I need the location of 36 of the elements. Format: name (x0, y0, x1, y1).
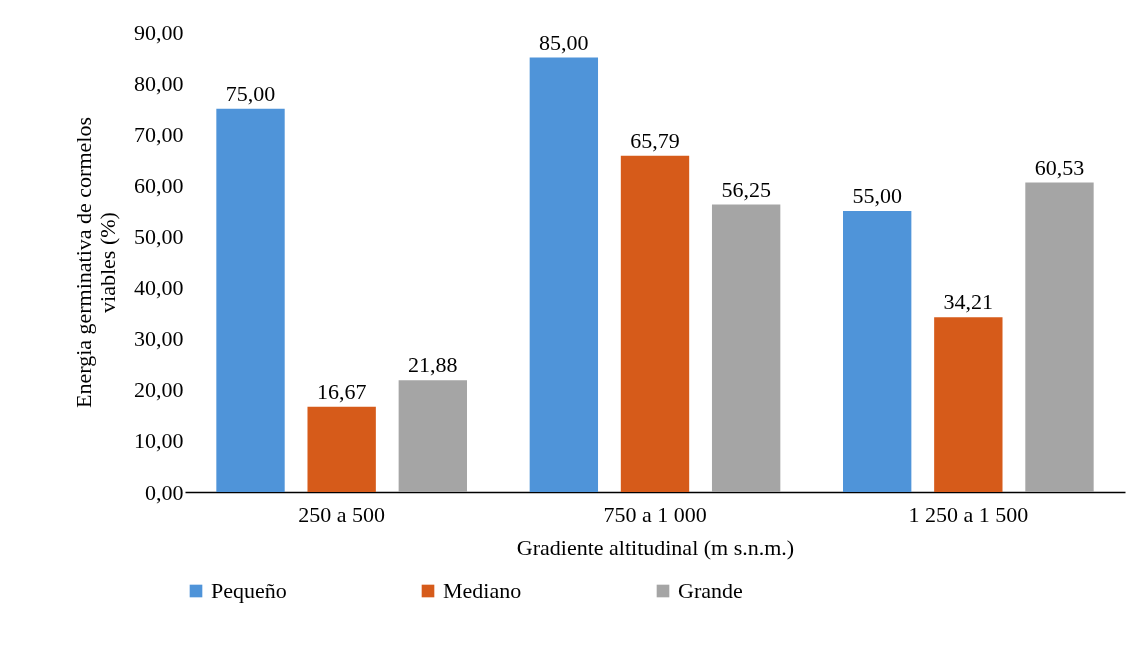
data-label: 55,00 (852, 182, 902, 208)
x-tick-label: 750 a 1 000 (603, 501, 707, 527)
y-tick-label: 60,00 (134, 172, 184, 198)
y-tick-label: 70,00 (134, 121, 184, 147)
bar (216, 108, 285, 492)
x-tick-label: 250 a 500 (298, 501, 386, 527)
data-label: 16,67 (316, 378, 367, 404)
data-label: 65,79 (630, 127, 680, 153)
bar (620, 155, 690, 492)
data-label: 56,25 (721, 176, 771, 202)
data-label: 34,21 (943, 289, 994, 315)
x-tick-label: 1 250 a 1 500 (908, 501, 1029, 527)
y-tick-label: 20,00 (134, 377, 184, 403)
y-tick-label: 80,00 (134, 70, 184, 96)
y-tick-label: 10,00 (134, 428, 184, 454)
y-tick-label: 90,00 (134, 19, 184, 45)
legend-label: Mediano (443, 578, 522, 603)
x-axis-title: Gradiente altitudinal (m s.n.m.) (516, 534, 795, 560)
data-label: 21,88 (408, 352, 458, 378)
data-label: 60,53 (1034, 154, 1085, 180)
y-tick-label: 40,00 (134, 275, 184, 301)
y-tick-label: 50,00 (134, 223, 184, 249)
legend-label: Grande (678, 578, 743, 603)
bar (398, 380, 467, 492)
bar (1025, 182, 1094, 492)
bar (529, 57, 599, 492)
bar (711, 204, 781, 492)
y-tick-label: 30,00 (134, 326, 184, 352)
bar (843, 210, 912, 492)
y-tick-label: 0,00 (145, 479, 184, 505)
bar (934, 317, 1003, 492)
y-axis-title: Energia germinativa de cormelos viables (%) (71, 117, 120, 408)
bar (307, 406, 376, 492)
data-label: 75,00 (225, 80, 276, 106)
data-label: 85,00 (539, 29, 589, 55)
legend-label: Pequeño (211, 578, 287, 603)
